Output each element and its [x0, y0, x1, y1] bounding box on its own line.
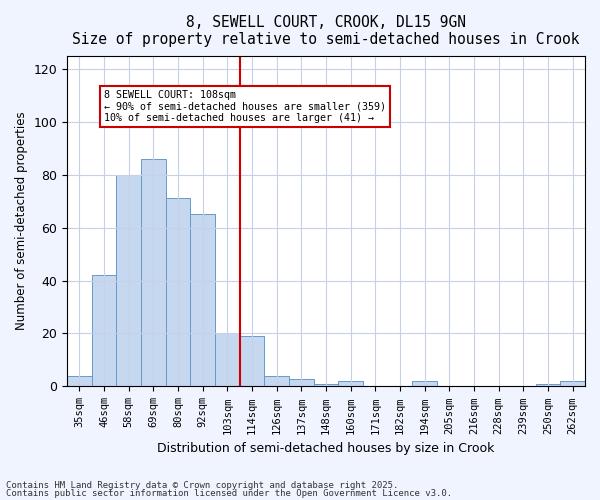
Text: Contains public sector information licensed under the Open Government Licence v3: Contains public sector information licen… — [6, 489, 452, 498]
X-axis label: Distribution of semi-detached houses by size in Crook: Distribution of semi-detached houses by … — [157, 442, 495, 455]
Bar — [265, 376, 289, 386]
Bar — [215, 334, 240, 386]
Bar — [289, 378, 314, 386]
Bar — [560, 381, 585, 386]
Bar — [92, 276, 116, 386]
Bar — [190, 214, 215, 386]
Bar — [116, 174, 141, 386]
Bar — [314, 384, 338, 386]
Text: 8 SEWELL COURT: 108sqm
← 90% of semi-detached houses are smaller (359)
10% of se: 8 SEWELL COURT: 108sqm ← 90% of semi-det… — [104, 90, 386, 123]
Y-axis label: Number of semi-detached properties: Number of semi-detached properties — [15, 112, 28, 330]
Text: Contains HM Land Registry data © Crown copyright and database right 2025.: Contains HM Land Registry data © Crown c… — [6, 480, 398, 490]
Title: 8, SEWELL COURT, CROOK, DL15 9GN
Size of property relative to semi-detached hous: 8, SEWELL COURT, CROOK, DL15 9GN Size of… — [73, 15, 580, 48]
Bar — [141, 159, 166, 386]
Bar — [166, 198, 190, 386]
Bar — [536, 384, 560, 386]
Bar — [412, 381, 437, 386]
Bar — [338, 381, 363, 386]
Bar — [67, 376, 92, 386]
Bar — [240, 336, 265, 386]
